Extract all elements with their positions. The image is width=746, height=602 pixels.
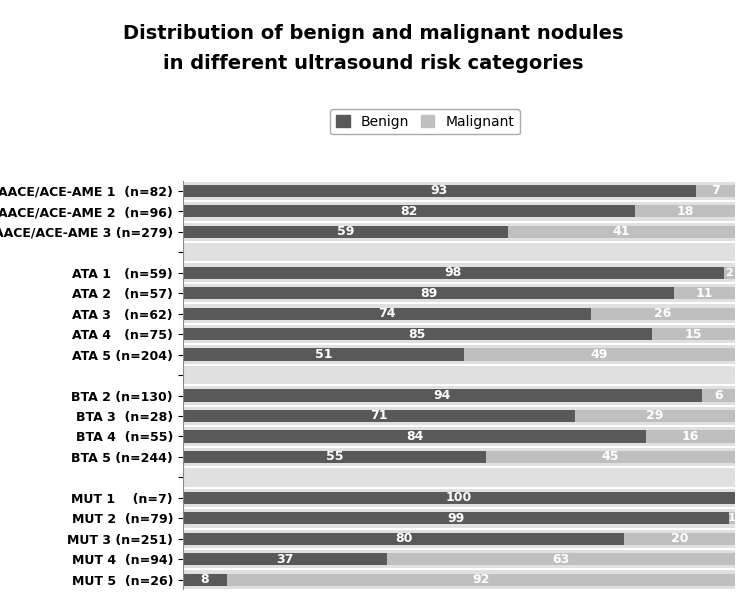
Text: 26: 26 [654, 307, 671, 320]
Text: 37: 37 [276, 553, 294, 566]
Text: 94: 94 [433, 389, 451, 402]
Text: 11: 11 [696, 287, 713, 300]
Text: 98: 98 [445, 266, 462, 279]
Text: 63: 63 [552, 553, 569, 566]
Legend: Benign, Malignant: Benign, Malignant [330, 110, 520, 134]
Bar [183, 205, 636, 217]
Text: 55: 55 [326, 450, 343, 464]
Bar [183, 267, 724, 279]
Text: 59: 59 [337, 225, 354, 238]
Text: 49: 49 [591, 348, 608, 361]
Text: 41: 41 [613, 225, 630, 238]
Bar [624, 533, 735, 545]
Text: 89: 89 [420, 287, 437, 300]
Bar [227, 574, 735, 586]
Text: 82: 82 [401, 205, 418, 218]
Bar [183, 349, 464, 361]
Text: 18: 18 [677, 205, 694, 218]
Bar [702, 389, 735, 402]
Text: 2: 2 [725, 268, 733, 278]
Text: 16: 16 [682, 430, 699, 443]
Bar [647, 430, 735, 442]
Bar [183, 308, 592, 320]
Text: 51: 51 [315, 348, 332, 361]
Text: 85: 85 [409, 327, 426, 341]
Bar [183, 574, 227, 586]
Bar [183, 451, 486, 463]
Bar [652, 328, 735, 340]
Bar [183, 287, 674, 299]
Text: in different ultrasound risk categories: in different ultrasound risk categories [163, 54, 583, 73]
Text: 15: 15 [685, 327, 702, 341]
Text: 20: 20 [671, 532, 689, 545]
Bar [509, 226, 735, 238]
Text: Distribution of benign and malignant nodules: Distribution of benign and malignant nod… [123, 24, 623, 43]
Bar [183, 389, 702, 402]
Text: 92: 92 [472, 573, 489, 586]
Text: 6: 6 [714, 389, 723, 402]
Bar [183, 430, 647, 442]
Text: 7: 7 [711, 184, 720, 197]
Text: 100: 100 [445, 491, 472, 504]
Bar [724, 267, 735, 279]
Bar [730, 512, 735, 524]
Bar [696, 185, 735, 197]
Bar [183, 226, 509, 238]
Text: 8: 8 [201, 573, 209, 586]
Text: 1: 1 [728, 514, 736, 523]
Bar [183, 533, 624, 545]
Bar [464, 349, 735, 361]
Bar [592, 308, 735, 320]
Bar [387, 553, 735, 565]
Bar [183, 185, 696, 197]
Bar [183, 328, 652, 340]
Bar [183, 492, 735, 504]
Text: 74: 74 [378, 307, 396, 320]
Text: 71: 71 [370, 409, 387, 423]
Bar [674, 287, 735, 299]
Bar [574, 410, 735, 422]
Text: 84: 84 [406, 430, 423, 443]
Bar [183, 553, 387, 565]
Text: 99: 99 [448, 512, 465, 525]
Bar [636, 205, 735, 217]
Bar [183, 410, 574, 422]
Text: 80: 80 [395, 532, 413, 545]
Bar [486, 451, 735, 463]
Text: 93: 93 [431, 184, 448, 197]
Text: 45: 45 [602, 450, 619, 464]
Bar [183, 512, 730, 524]
Text: 29: 29 [646, 409, 663, 423]
